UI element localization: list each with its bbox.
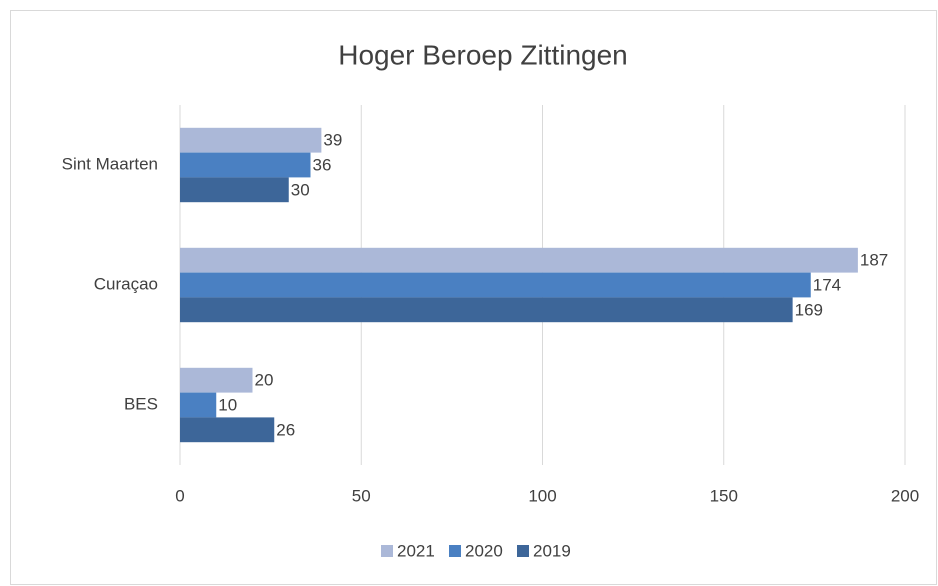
bar (180, 367, 253, 393)
legend-swatch (449, 545, 461, 557)
data-label: 10 (218, 395, 237, 414)
data-label: 39 (323, 131, 342, 150)
y-tick-label: Curaçao (94, 274, 158, 293)
legend-label: 2019 (533, 541, 571, 560)
legend-swatch (517, 545, 529, 557)
chart-title: Hoger Beroep Zittingen (338, 39, 628, 70)
bar (180, 297, 793, 323)
bar (180, 272, 811, 298)
legend-label: 2021 (397, 541, 435, 560)
legend-swatch (381, 545, 393, 557)
legend-label: 2020 (465, 541, 503, 560)
x-tick-label: 150 (710, 486, 738, 505)
data-label: 187 (860, 251, 888, 270)
data-label: 36 (313, 155, 332, 174)
data-label: 26 (276, 420, 295, 439)
bar (180, 177, 289, 203)
y-tick-label: BES (124, 394, 158, 413)
x-tick-label: 200 (891, 486, 919, 505)
data-label: 174 (813, 275, 841, 294)
data-label: 169 (795, 300, 823, 319)
bar (180, 247, 858, 273)
bar (180, 127, 322, 153)
y-tick-label: Sint Maarten (62, 154, 158, 173)
data-label: 20 (255, 371, 274, 390)
data-label: 30 (291, 180, 310, 199)
bar (180, 152, 311, 178)
x-tick-label: 0 (175, 486, 184, 505)
x-tick-label: 100 (528, 486, 556, 505)
x-tick-label: 50 (352, 486, 371, 505)
bar (180, 392, 217, 418)
bar (180, 417, 275, 443)
